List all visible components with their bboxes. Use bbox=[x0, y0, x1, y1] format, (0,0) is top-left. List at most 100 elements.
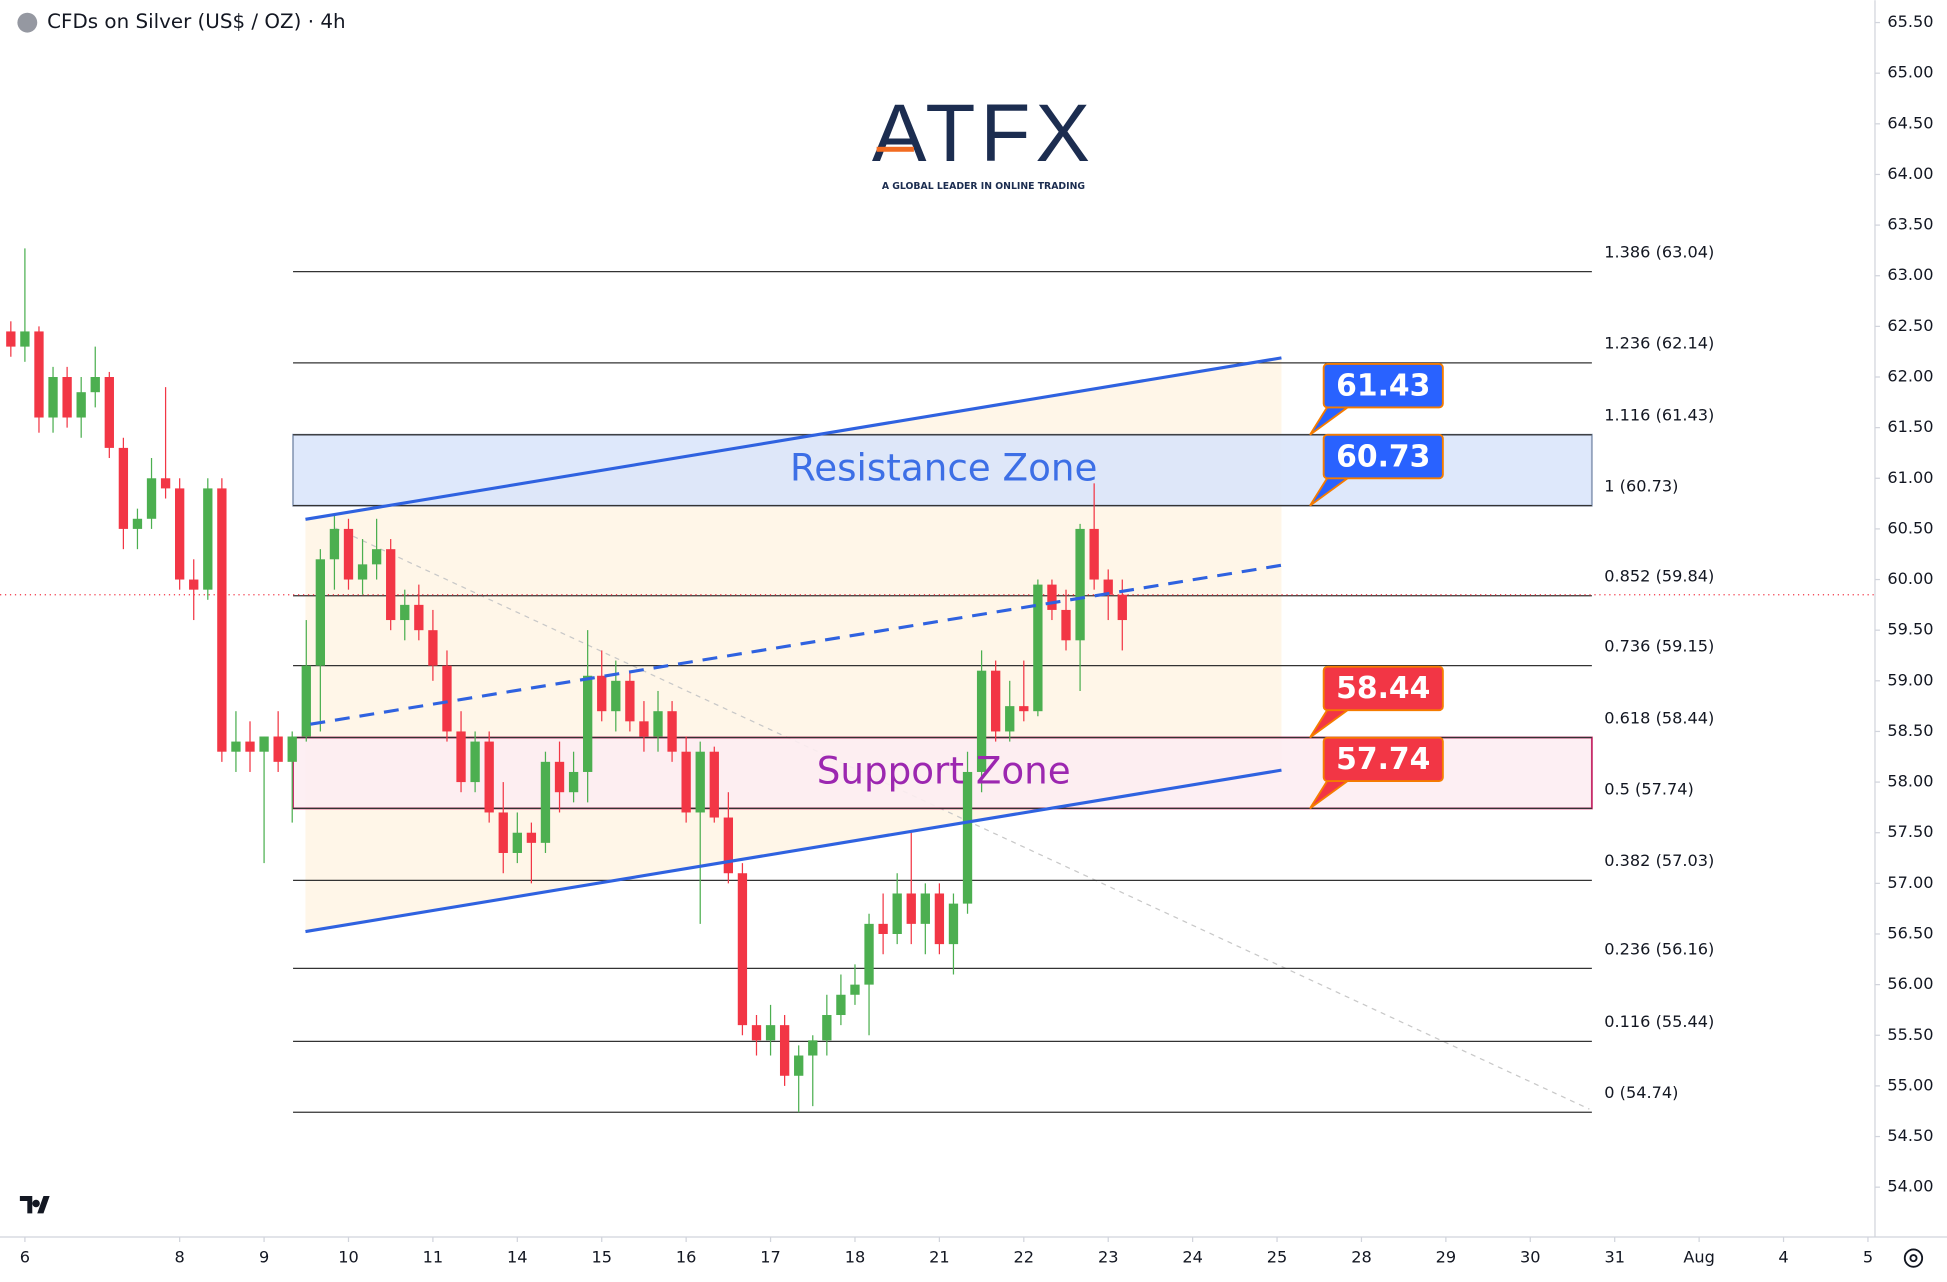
callout-box bbox=[1322, 363, 1444, 409]
channel-mid bbox=[310, 563, 1282, 726]
x-tick-label: 5 bbox=[1863, 1248, 1873, 1267]
candle-body bbox=[1061, 609, 1071, 641]
candle-body bbox=[386, 549, 396, 621]
callout-label: 60.73 bbox=[1336, 439, 1430, 474]
candle-body bbox=[146, 478, 157, 519]
y-tick-label: 54.50 bbox=[1887, 1126, 1933, 1145]
candle-body bbox=[371, 549, 382, 565]
y-tick-label: 64.00 bbox=[1887, 164, 1933, 183]
channel-upper bbox=[305, 356, 1282, 521]
logo-bar bbox=[876, 146, 914, 152]
candle-body bbox=[315, 559, 326, 666]
candle-body bbox=[822, 1015, 832, 1041]
candle-body bbox=[681, 751, 691, 813]
fib-label: 0.5 (57.74) bbox=[1604, 779, 1694, 798]
zone-label: Resistance Zone bbox=[790, 446, 1097, 490]
x-tick-label: 29 bbox=[1436, 1248, 1457, 1267]
y-tick-label: 57.00 bbox=[1887, 873, 1933, 892]
callout-label: 57.74 bbox=[1336, 742, 1430, 777]
callout-label: 61.43 bbox=[1336, 368, 1430, 403]
fib-label: 0.382 (57.03) bbox=[1604, 851, 1714, 870]
candle-body bbox=[723, 817, 734, 874]
candle-body bbox=[751, 1025, 762, 1041]
candle-body bbox=[1075, 528, 1085, 641]
candle-body bbox=[512, 832, 522, 853]
candle-body bbox=[301, 665, 311, 737]
candle-body bbox=[808, 1040, 818, 1056]
candle-body bbox=[259, 736, 269, 752]
candle-body bbox=[892, 893, 902, 934]
y-tick-label: 60.00 bbox=[1887, 569, 1933, 588]
candle-body bbox=[442, 665, 452, 732]
callout-box bbox=[1322, 433, 1444, 480]
y-tick-label: 62.50 bbox=[1887, 316, 1933, 335]
candle-body bbox=[245, 741, 255, 752]
y-tick-label: 60.50 bbox=[1887, 518, 1933, 537]
candle-body bbox=[906, 893, 916, 924]
candle-body bbox=[948, 903, 959, 945]
fib-label: 0.236 (56.16) bbox=[1604, 939, 1714, 958]
x-tick-label: Aug bbox=[1683, 1248, 1715, 1267]
candle-body bbox=[695, 751, 705, 813]
candle-body bbox=[611, 680, 621, 712]
candle-body bbox=[400, 604, 410, 621]
fib-label: 1.236 (62.14) bbox=[1604, 334, 1714, 353]
candle-body bbox=[836, 994, 846, 1016]
candle-body bbox=[1005, 706, 1015, 732]
candle-body bbox=[132, 518, 143, 529]
candle-body bbox=[34, 331, 44, 418]
zone-label: Support Zone bbox=[817, 748, 1071, 792]
x-tick-label: 4 bbox=[1778, 1248, 1788, 1267]
candle-body bbox=[90, 377, 100, 393]
settings-icon[interactable] bbox=[1903, 1248, 1924, 1268]
candle-body bbox=[428, 630, 438, 666]
candle-body bbox=[498, 812, 508, 853]
candle-body bbox=[175, 488, 185, 580]
logo-tagline: A GLOBAL LEADER IN ONLINE TRADING bbox=[882, 181, 1085, 192]
candle-body bbox=[203, 488, 213, 590]
y-tick-label: 64.50 bbox=[1887, 113, 1933, 132]
trend-line bbox=[335, 527, 1590, 1110]
candle-body bbox=[639, 721, 649, 737]
candle-body bbox=[583, 675, 593, 772]
y-tick-label: 59.00 bbox=[1887, 670, 1933, 689]
x-tick-label: 9 bbox=[259, 1248, 269, 1267]
x-tick-label: 28 bbox=[1351, 1248, 1372, 1267]
candle-body bbox=[343, 528, 354, 580]
fib-label: 1.116 (61.43) bbox=[1604, 406, 1714, 425]
candle-body bbox=[287, 736, 297, 762]
symbol-icon bbox=[17, 12, 38, 33]
callout-label: 58.44 bbox=[1336, 671, 1430, 706]
candle-body bbox=[779, 1025, 790, 1076]
candle-body bbox=[273, 736, 283, 762]
x-tick-label: 23 bbox=[1098, 1248, 1119, 1267]
settings-icon-center[interactable] bbox=[1909, 1254, 1918, 1263]
candle-body bbox=[709, 751, 719, 818]
candle-body bbox=[6, 331, 16, 347]
candle-body bbox=[554, 761, 565, 793]
y-tick-label: 61.50 bbox=[1887, 417, 1933, 436]
y-tick-label: 57.50 bbox=[1887, 822, 1933, 841]
channel-lower bbox=[305, 768, 1282, 934]
candle-body bbox=[597, 675, 607, 712]
y-tick-label: 63.50 bbox=[1887, 215, 1933, 234]
candle-body bbox=[104, 377, 114, 448]
x-tick-label: 10 bbox=[338, 1248, 359, 1267]
candle-body bbox=[217, 488, 227, 752]
y-tick-label: 56.00 bbox=[1887, 974, 1933, 993]
logo-text: ATFX bbox=[872, 88, 1095, 179]
candle-body bbox=[414, 604, 424, 631]
fib-label: 1 (60.73) bbox=[1604, 476, 1678, 495]
candle-body bbox=[540, 761, 551, 843]
candle-body bbox=[765, 1025, 776, 1041]
candle-body bbox=[1047, 584, 1057, 610]
y-tick-label: 63.00 bbox=[1887, 265, 1933, 284]
fib-label: 0.736 (59.15) bbox=[1604, 636, 1714, 655]
candle-body bbox=[962, 771, 973, 904]
candle-body bbox=[1117, 594, 1127, 621]
candle-body bbox=[484, 741, 494, 813]
y-tick-label: 58.50 bbox=[1887, 721, 1933, 740]
y-tick-label: 65.00 bbox=[1887, 63, 1933, 82]
candle-body bbox=[850, 984, 860, 995]
candle-body bbox=[470, 741, 480, 783]
